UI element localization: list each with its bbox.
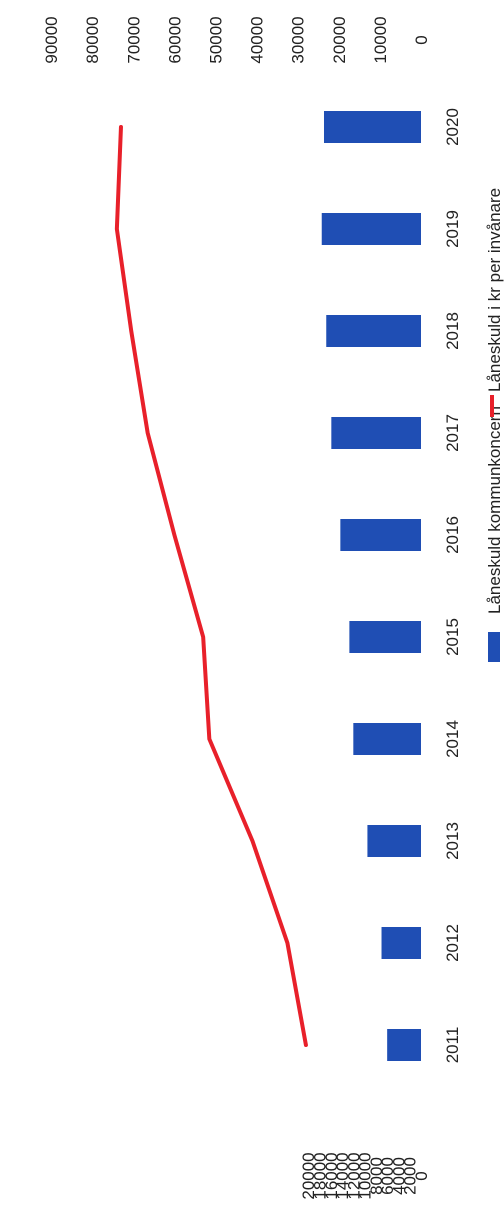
- line-series: [114, 125, 308, 1047]
- category-label: 2017: [443, 414, 462, 452]
- legend-swatch-line: [490, 395, 494, 417]
- bar: [321, 213, 421, 245]
- right-axis-tick-label: 60000: [165, 16, 184, 63]
- right-axis-tick-label: 30000: [289, 16, 308, 63]
- left-axis-tick-label: 18000: [310, 1152, 329, 1199]
- line-point: [304, 1043, 308, 1047]
- category-label: 2020: [443, 108, 462, 146]
- category-label: 2013: [443, 822, 462, 860]
- category-label: 2019: [443, 210, 462, 248]
- line-point: [207, 737, 211, 741]
- bar: [326, 315, 421, 347]
- right-axis-tick-label: 90000: [42, 16, 61, 63]
- left-axis-tick-label: 10000: [356, 1152, 375, 1199]
- bar: [323, 111, 421, 143]
- line-point: [201, 635, 205, 639]
- bar: [367, 825, 421, 857]
- line-point: [119, 125, 123, 129]
- right-axis-tick-label: 40000: [248, 16, 267, 63]
- legend: Låneskuld kommunkoncern Låneskuld i kr pe…: [485, 188, 504, 662]
- left-axis-tick-label: 8000: [367, 1157, 386, 1195]
- bar: [331, 417, 421, 449]
- left-axis-tick-label: 16000: [322, 1152, 341, 1199]
- bar: [340, 519, 421, 551]
- legend-label-bar: Låneskuld kommunkoncern: [485, 406, 504, 614]
- category-label: 2012: [443, 924, 462, 962]
- category-label: 2015: [443, 618, 462, 656]
- bar: [353, 723, 421, 755]
- left-axis-ticks: 0200040006000800010000120001400016000180…: [299, 1152, 431, 1199]
- right-axis-tick-label: 50000: [207, 16, 226, 63]
- line-point: [250, 839, 254, 843]
- right-axis-tick-label: 80000: [83, 16, 102, 63]
- bar: [387, 1029, 421, 1061]
- left-axis-tick-label: 4000: [389, 1157, 408, 1195]
- line-point: [146, 431, 150, 435]
- line-point: [285, 941, 289, 945]
- legend-swatch-bar: [488, 632, 500, 662]
- bar-series: [321, 111, 421, 1061]
- line-point: [115, 227, 119, 231]
- right-axis-tick-label: 20000: [330, 16, 349, 63]
- legend-label-line: Låneskuld i kr per invånare: [485, 188, 504, 392]
- left-axis-tick-label: 2000: [401, 1157, 420, 1195]
- right-axis-tick-label: 10000: [371, 16, 390, 63]
- right-axis-tick-label: 70000: [124, 16, 143, 63]
- bar: [381, 927, 421, 959]
- bar: [349, 621, 421, 653]
- left-axis-tick-label: 20000: [299, 1152, 318, 1199]
- left-axis-tick-label: 14000: [333, 1152, 352, 1199]
- line-point: [172, 533, 176, 537]
- left-axis-tick-label: 6000: [378, 1157, 397, 1195]
- category-label: 2016: [443, 516, 462, 554]
- right-axis-ticks: 0 10000 20000 30000 40000 50000 60000 70000 8000…: [42, 16, 431, 63]
- category-label: 2014: [443, 720, 462, 758]
- category-labels: 2011 2012 2013 2014 2015 2016 2017 2018 2019 2020: [443, 108, 462, 1063]
- category-label: 2011: [443, 1027, 462, 1064]
- line-point: [129, 329, 133, 333]
- left-axis-tick-label: 12000: [344, 1152, 363, 1199]
- line-series-path: [114, 125, 308, 1047]
- right-axis-tick-label: 0: [412, 35, 431, 44]
- category-label: 2018: [443, 312, 462, 350]
- left-axis-tick-label: 0: [412, 1171, 431, 1180]
